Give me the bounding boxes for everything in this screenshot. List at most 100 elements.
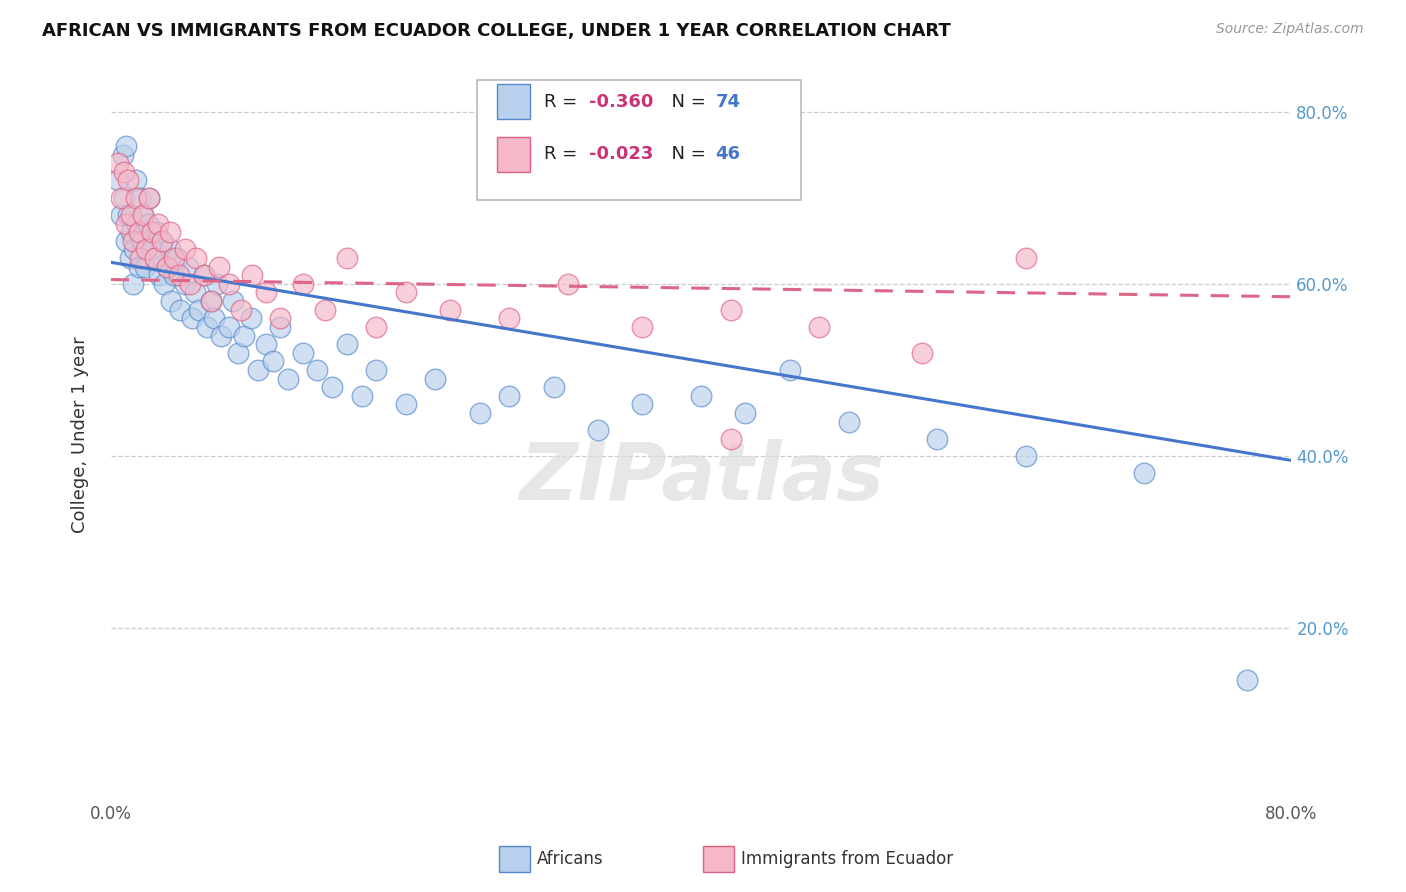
Point [129, 251, 152, 265]
Point [163, 251, 186, 265]
Point [125, 191, 148, 205]
Point [128, 225, 150, 239]
Point [498, 389, 520, 403]
Point [131, 234, 153, 248]
Point [1015, 251, 1038, 265]
Point [145, 225, 167, 239]
Point [498, 311, 520, 326]
Point [242, 268, 264, 283]
FancyBboxPatch shape [496, 136, 530, 171]
Point [188, 302, 211, 317]
Point [117, 173, 139, 187]
Point [218, 319, 240, 334]
Point [200, 294, 222, 309]
Point [321, 380, 343, 394]
Point [291, 345, 314, 359]
Point [631, 397, 654, 411]
Point [927, 432, 949, 446]
Point [114, 217, 136, 231]
Point [160, 294, 183, 309]
Y-axis label: College, Under 1 year: College, Under 1 year [72, 336, 89, 533]
Point [557, 277, 579, 291]
Point [146, 217, 169, 231]
Point [124, 243, 146, 257]
Text: Source: ZipAtlas.com: Source: ZipAtlas.com [1216, 22, 1364, 37]
Point [143, 251, 166, 265]
Point [240, 311, 263, 326]
Point [307, 363, 329, 377]
Point [1236, 673, 1258, 687]
Point [138, 191, 160, 205]
Point [166, 251, 188, 265]
Point [269, 319, 291, 334]
Point [468, 406, 491, 420]
Point [179, 277, 201, 291]
Point [186, 251, 208, 265]
Point [269, 311, 291, 326]
Point [200, 294, 222, 309]
Point [156, 260, 179, 274]
Point [425, 371, 447, 385]
Point [1133, 467, 1156, 481]
Text: AFRICAN VS IMMIGRANTS FROM ECUADOR COLLEGE, UNDER 1 YEAR CORRELATION CHART: AFRICAN VS IMMIGRANTS FROM ECUADOR COLLE… [42, 22, 950, 40]
Point [205, 277, 228, 291]
Point [110, 191, 132, 205]
Point [167, 268, 190, 283]
Point [911, 345, 934, 359]
Text: 46: 46 [716, 145, 741, 163]
Point [159, 225, 181, 239]
Point [173, 277, 195, 291]
Point [222, 294, 245, 309]
Point [114, 234, 136, 248]
Point [195, 319, 218, 334]
Point [779, 363, 801, 377]
Text: Africans: Africans [537, 850, 603, 868]
Point [181, 311, 204, 326]
Point [690, 389, 713, 403]
Point [184, 285, 207, 300]
Point [136, 217, 159, 231]
Point [395, 285, 418, 300]
Text: -0.023: -0.023 [589, 145, 654, 163]
Point [226, 345, 249, 359]
Text: Immigrants from Ecuador: Immigrants from Ecuador [741, 850, 953, 868]
Point [211, 328, 233, 343]
FancyBboxPatch shape [477, 79, 801, 201]
Point [291, 277, 314, 291]
Point [132, 208, 155, 222]
Point [159, 243, 181, 257]
Point [117, 208, 139, 222]
Point [439, 302, 461, 317]
Point [153, 277, 176, 291]
Point [107, 173, 129, 187]
Point [114, 139, 136, 153]
Point [112, 165, 135, 179]
Point [107, 156, 129, 170]
Point [586, 423, 609, 437]
Point [129, 191, 152, 205]
Text: N =: N = [659, 145, 711, 163]
Text: R =: R = [544, 145, 583, 163]
Point [112, 191, 135, 205]
Point [132, 208, 155, 222]
Point [254, 285, 277, 300]
Point [152, 234, 174, 248]
Point [366, 319, 388, 334]
Point [120, 208, 142, 222]
Point [193, 268, 215, 283]
Point [120, 225, 142, 239]
Point [134, 260, 156, 274]
Point [277, 371, 299, 385]
Point [262, 354, 284, 368]
Point [218, 277, 240, 291]
Point [122, 234, 145, 248]
Point [111, 147, 134, 161]
Point [176, 260, 198, 274]
Text: N =: N = [659, 93, 711, 111]
Point [336, 251, 359, 265]
Point [395, 397, 418, 411]
Point [734, 406, 756, 420]
FancyBboxPatch shape [496, 85, 530, 120]
Point [135, 243, 157, 257]
Point [543, 380, 565, 394]
